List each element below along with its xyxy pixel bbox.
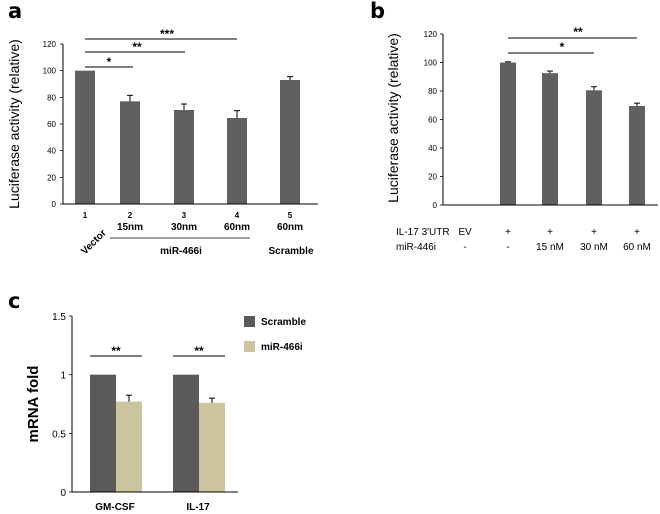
panel-a-label-15nm: 15nm [117,222,143,233]
panel-a-y-tick-label: 20 [47,173,56,182]
panel-b-row-1-col-5: + [634,227,640,238]
panel-c-axes [71,316,238,493]
panel-c-category-gmcsf: GM-CSF [95,502,134,513]
panel-a-y-axis-label: Luciferase activity (relative) [6,39,22,209]
panel-a-x-tick-label: 4 [235,211,240,220]
panel-c-bars [90,374,225,492]
panel-a-y-tick-label: 100 [43,67,57,76]
panel-a-y-ticks: 0 20 40 60 80 100 120 [43,40,63,209]
panel-a-sig-label-1: * [107,55,112,69]
panel-b-y-tick-label: 60 [428,116,437,125]
panel-c: c mRNA fold 00.511.5 GM-CSF IL-17 ** ** … [8,289,306,513]
panel-a-group-scramble: Scramble [268,246,313,257]
panel-c-y-tick-label: 0 [60,488,66,499]
panel-a-axes [62,44,318,205]
panel-c-bar-mir-466i-2 [199,402,225,492]
panel-c-y-axis-label: mRNA fold [25,366,42,443]
panel-a-x-tick-label: 3 [182,211,187,220]
panel-b-y-tick-label: 80 [428,87,437,96]
panel-a-y-tick-label: 80 [47,93,56,102]
panel-b-y-tick-label: 0 [433,201,438,210]
panel-c-y-tick-label: 1.5 [52,312,66,323]
panel-a-bar-4 [227,118,247,204]
panel-b-bar-4 [586,90,602,205]
panel-b-sig-label-1: * [560,40,565,54]
panel-a: a Luciferase activity (relative) 0 20 40 60… [6,0,318,257]
panel-c-y-tick-label: 0.5 [52,429,66,440]
legend-swatch-mir466i [244,341,255,352]
panel-c-bar-scramble-1 [90,374,116,492]
panel-c-sig-label-1: ** [111,344,121,358]
panel-a-y-tick-label: 120 [43,40,57,49]
panel-a-x-tick-label: 2 [128,211,133,220]
panel-b-row-2-col-3: 15 nM [536,242,564,253]
panel-b-row-label-mir: miR-446i [396,242,436,253]
panel-c-legend: Scramble miR-466i [244,316,306,353]
panel-a-bar-5 [280,80,300,204]
legend-label-scramble: Scramble [261,317,306,328]
panel-a-bar-2 [120,101,140,204]
panel-c-bar-scramble-2 [173,374,199,492]
panel-a-bars [75,70,300,205]
panel-a-y-tick-label: 40 [47,147,56,156]
panel-a-label-30nm: 30nm [171,222,197,233]
panel-b-row-2-col-5: 60 nM [623,242,651,253]
panel-b-y-tick-label: 20 [428,173,437,182]
panel-a-y-tick-label: 0 [52,200,57,209]
panel-a-x-tick-label: 1 [83,211,88,220]
panel-b-row-values: EV + + + + - - 15 nM 30 nM 60 nM [458,227,651,253]
panel-c-y-tick-label: 1 [60,371,66,382]
panel-b-row-2-col-2: - [506,242,509,253]
panel-a-significance [85,38,237,68]
panel-c-category-il17: IL-17 [186,502,210,513]
panel-c-letter: c [8,289,20,313]
panel-a-letter: a [8,0,22,23]
panel-b-bar-2 [500,62,516,205]
panel-b-row-label-utr: IL-17 3'UTR [396,227,450,238]
panel-b-y-tick-label: 100 [424,59,438,68]
panel-c-sig-label-2: ** [194,344,204,358]
legend-swatch-scramble [244,316,255,327]
panel-a-group-mir466i: miR-466i [160,246,202,257]
panel-c-bar-mir-466i-1 [116,401,142,492]
panel-a-x-tick-label: 5 [288,211,293,220]
panel-b-bars [500,61,645,205]
panel-a-label-60nm: 60nm [224,222,250,233]
panel-a-label-vector: Vector [79,228,108,257]
panel-b-y-tick-label: 40 [428,144,437,153]
panel-b-y-ticks: 0 20 40 60 80 100 120 [424,30,443,210]
panel-a-bar-3 [174,110,194,204]
panel-b-significance [508,37,637,54]
panel-b-row-1-col-2: + [505,227,511,238]
panel-a-sig-label-2: ** [132,40,142,54]
panel-b-y-tick-label: 120 [424,30,438,39]
panel-b-sig-label-2: ** [573,25,583,39]
panel-a-sig-label-3: *** [160,27,174,41]
panel-a-x-tick-labels: 1 2 3 4 5 [83,211,293,220]
panel-a-y-tick-label: 60 [47,120,56,129]
panel-b-axes [442,34,658,206]
legend-label-mir466i: miR-466i [261,342,303,353]
panel-b-row-1-col-3: + [547,227,553,238]
panel-b-bar-3 [542,73,558,205]
panel-b-row-1-col-1: EV [458,227,472,238]
panel-c-y-ticks: 0 0.5 1 1.5 [52,312,72,499]
panel-a-label-60nm-scramble: 60nm [277,222,303,233]
panel-b-row-2-col-1: - [463,242,466,253]
panel-b: b Luciferase activity (relative) 0 20 40 60… [370,0,658,253]
panel-b-row-1-col-4: + [591,227,597,238]
panel-b-row-2-col-4: 30 nM [580,242,608,253]
panel-b-y-axis-label: Luciferase activity (relative) [385,33,401,203]
panel-b-bar-5 [629,105,645,205]
panel-b-letter: b [370,0,385,23]
panel-a-bar-1 [75,70,95,205]
